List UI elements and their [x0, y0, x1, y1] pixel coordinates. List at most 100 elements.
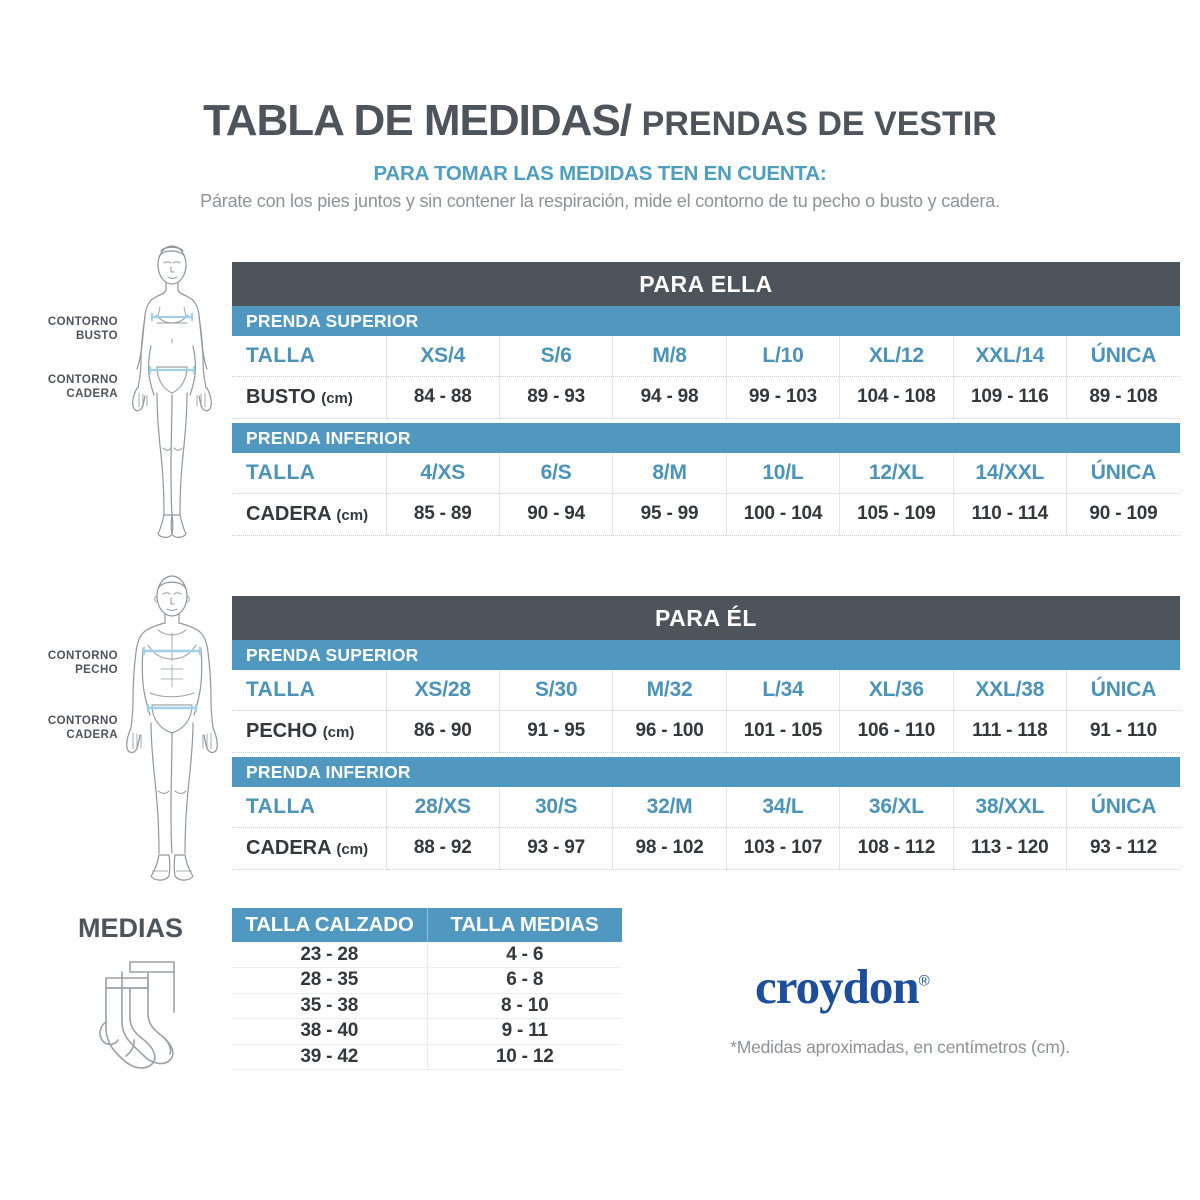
women-hip-value-6: 90 - 109 — [1066, 493, 1180, 536]
women-hip-value-4: 105 - 109 — [839, 493, 954, 536]
men-lower-size-6: ÚNICA — [1066, 787, 1180, 828]
men-hip-value-3: 103 - 107 — [726, 827, 841, 870]
men-chest-value-4: 106 - 110 — [839, 710, 954, 753]
women-lower-size-2: 8/M — [612, 453, 727, 494]
page-title-primary: TABLA DE MEDIDAS/ — [203, 96, 632, 145]
male-chest-label-line1: CONTORNO — [47, 650, 118, 662]
women-bust-value-6: 89 - 108 — [1066, 376, 1180, 419]
women-bust-header-text: BUSTO — [246, 385, 316, 408]
men-lower-size-5: 38/XXL — [953, 787, 1067, 828]
men-hip-value-5: 113 - 120 — [953, 827, 1067, 870]
socks-sock-size-1: 6 - 8 — [426, 967, 622, 994]
women-upper-size-4: XL/12 — [839, 336, 954, 377]
men-hip-header: CADERA (cm) — [232, 827, 387, 870]
men-upper-size-3: L/34 — [726, 670, 841, 711]
men-table-spacer-cell — [232, 752, 1180, 757]
table-row: 28 - 35 6 - 8 — [232, 967, 622, 994]
page-title: TABLA DE MEDIDAS/ PRENDAS DE VESTIR — [0, 96, 1200, 145]
men-lower-size-header: TALLA — [232, 787, 387, 828]
women-upper-size-0: XS/4 — [386, 336, 500, 377]
size-table-women: PARA ELLA PRENDA SUPERIOR TALLA XS/4 S/6… — [232, 262, 1180, 536]
women-bust-value-5: 109 - 116 — [953, 376, 1067, 419]
male-body-illustration — [126, 575, 218, 881]
women-hip-value-5: 110 - 114 — [953, 493, 1067, 536]
women-lower-size-6: ÚNICA — [1066, 453, 1180, 494]
women-upper-size-1: S/6 — [499, 336, 614, 377]
women-lower-size-5: 14/XXL — [953, 453, 1067, 494]
women-lower-size-1: 6/S — [499, 453, 614, 494]
women-upper-size-header: TALLA — [232, 336, 387, 377]
men-upper-size-row: TALLA XS/28 S/30 M/32 L/34 XL/36 XXL/38 … — [232, 670, 1180, 711]
men-upper-size-header: TALLA — [232, 670, 387, 711]
women-lower-size-4: 12/XL — [839, 453, 954, 494]
male-hip-label-line2: CADERA — [66, 729, 118, 742]
women-lower-band-row: PRENDA INFERIOR — [232, 423, 1180, 453]
women-bust-value-3: 99 - 103 — [726, 376, 841, 419]
women-bust-value-0: 84 - 88 — [386, 376, 500, 419]
men-table-title-row: PARA ÉL — [232, 596, 1180, 640]
male-chest-label: CONTORNO PECHO — [48, 649, 118, 677]
socks-shoe-size-1: 28 - 35 — [232, 967, 427, 994]
women-table-spacer — [232, 418, 1180, 423]
women-lower-band-label: PRENDA INFERIOR — [232, 423, 1180, 453]
men-chest-row: PECHO (cm) 86 - 90 91 - 95 96 - 100 101 … — [232, 710, 1180, 753]
medias-section-title: MEDIAS — [78, 913, 184, 943]
socks-shoe-size-2: 35 - 38 — [232, 993, 427, 1019]
women-table-spacer-cell — [232, 418, 1180, 423]
socks-icon — [99, 961, 175, 1069]
women-table-title-row: PARA ELLA — [232, 262, 1180, 306]
women-hip-value-1: 90 - 94 — [499, 493, 614, 536]
male-chest-label-line2: PECHO — [75, 664, 118, 677]
men-lower-size-1: 30/S — [499, 787, 614, 828]
men-hip-row: CADERA (cm) 88 - 92 93 - 97 98 - 102 103… — [232, 827, 1180, 870]
men-upper-size-4: XL/36 — [839, 670, 954, 711]
female-figure-group: CONTORNO BUSTO CONTORNO CADERA — [18, 243, 230, 548]
women-upper-size-3: L/10 — [726, 336, 841, 377]
female-bust-label-line1: CONTORNO — [47, 316, 118, 328]
table-row: 23 - 28 4 - 6 — [232, 942, 622, 968]
table-row: 35 - 38 8 - 10 — [232, 993, 622, 1019]
men-upper-size-2: M/32 — [612, 670, 727, 711]
brand-logo: croydon® — [755, 958, 930, 1015]
socks-shoe-size-3: 38 - 40 — [232, 1018, 427, 1045]
women-upper-size-5: XXL/14 — [953, 336, 1067, 377]
socks-header-sock: TALLA MEDIAS — [427, 908, 622, 942]
men-hip-value-6: 93 - 112 — [1066, 827, 1180, 870]
women-hip-value-2: 95 - 99 — [612, 493, 727, 536]
men-upper-size-6: ÚNICA — [1066, 670, 1180, 711]
socks-size-table: TALLA CALZADO TALLA MEDIAS 23 - 28 4 - 6… — [232, 908, 622, 1070]
men-lower-size-0: 28/XS — [386, 787, 500, 828]
men-hip-value-1: 93 - 97 — [499, 827, 614, 870]
female-hip-label-line1: CONTORNO — [47, 374, 118, 386]
women-bust-value-2: 94 - 98 — [612, 376, 727, 419]
registered-trademark-icon: ® — [918, 972, 930, 990]
male-hip-label: CONTORNO CADERA — [48, 714, 118, 742]
female-hip-label: CONTORNO CADERA — [48, 373, 118, 401]
measurement-disclaimer: *Medidas aproximadas, en centímetros (cm… — [730, 1037, 1070, 1057]
women-lower-size-3: 10/L — [726, 453, 841, 494]
table-row: 39 - 42 10 - 12 — [232, 1044, 622, 1070]
men-lower-band-row: PRENDA INFERIOR — [232, 757, 1180, 787]
men-lower-size-4: 36/XL — [839, 787, 954, 828]
men-chest-value-6: 91 - 110 — [1066, 710, 1180, 753]
women-hip-header-text: CADERA — [246, 502, 331, 525]
women-upper-band-row: PRENDA SUPERIOR — [232, 306, 1180, 336]
men-lower-band-label: PRENDA INFERIOR — [232, 757, 1180, 787]
female-bust-label: CONTORNO BUSTO — [48, 315, 118, 343]
male-hip-label-line1: CONTORNO — [47, 715, 118, 727]
women-hip-header: CADERA (cm) — [232, 493, 387, 536]
women-hip-row: CADERA (cm) 85 - 89 90 - 94 95 - 99 100 … — [232, 493, 1180, 536]
women-upper-size-2: M/8 — [612, 336, 727, 377]
socks-sock-size-2: 8 - 10 — [426, 993, 622, 1019]
page-instructions: Párate con los pies juntos y sin contene… — [200, 191, 1000, 212]
page-title-secondary: PRENDAS DE VESTIR — [641, 105, 997, 143]
female-bust-label-line2: BUSTO — [75, 330, 118, 343]
socks-header-shoe: TALLA CALZADO — [232, 908, 427, 942]
female-hip-label-line2: CADERA — [66, 388, 118, 401]
page-header: TABLA DE MEDIDAS/ PRENDAS DE VESTIR PARA… — [0, 96, 1200, 212]
women-upper-size-6: ÚNICA — [1066, 336, 1180, 377]
men-chest-value-2: 96 - 100 — [612, 710, 727, 753]
men-upper-size-0: XS/28 — [386, 670, 500, 711]
women-lower-size-row: TALLA 4/XS 6/S 8/M 10/L 12/XL 14/XXL ÚNI… — [232, 453, 1180, 494]
